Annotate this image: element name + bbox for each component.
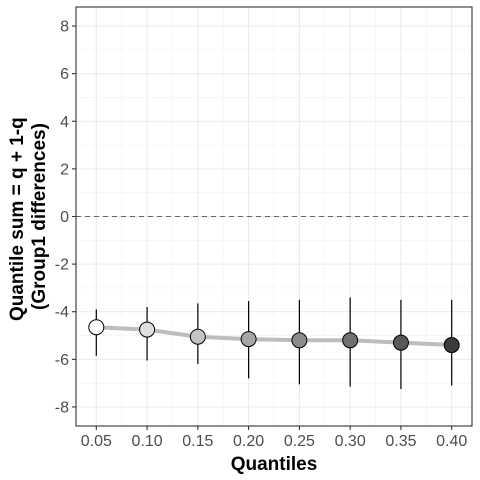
x-tick-label: 0.05 xyxy=(81,433,112,450)
x-tick-label: 0.30 xyxy=(335,433,366,450)
data-point xyxy=(392,334,409,351)
y-tick-label: 0 xyxy=(60,209,69,226)
data-point xyxy=(240,331,257,348)
x-tick-label: 0.25 xyxy=(284,433,315,450)
y-tick-label: -2 xyxy=(55,257,69,274)
data-point xyxy=(88,319,105,336)
x-axis-ticks: 0.05 0.10 0.15 0.20 0.25 0.30 0.35 0.40 xyxy=(81,426,467,450)
x-tick-label: 0.20 xyxy=(233,433,264,450)
x-tick-label: 0.40 xyxy=(436,433,467,450)
data-point xyxy=(342,332,359,349)
y-axis-title-line-2: (Group1 differences) xyxy=(29,123,50,310)
data-point xyxy=(189,328,206,345)
x-tick-label: 0.10 xyxy=(132,433,163,450)
series-line xyxy=(96,325,452,348)
y-tick-label: 4 xyxy=(60,114,69,131)
x-tick-label: 0.15 xyxy=(182,433,213,450)
y-axis-title-line-1: Quantile sum = q + 1-q xyxy=(7,117,28,321)
y-tick-label: -8 xyxy=(55,399,69,416)
x-axis-title: Quantiles xyxy=(231,454,318,475)
series-trend-line xyxy=(96,325,452,348)
y-tick-label: 6 xyxy=(60,66,69,83)
y-tick-label: -6 xyxy=(55,352,69,369)
y-axis-ticks: 8 6 4 2 0 -2 -4 -6 -8 xyxy=(55,19,76,416)
x-tick-label: 0.35 xyxy=(385,433,416,450)
data-point xyxy=(443,337,460,354)
y-axis-title: Quantile sum = q + 1-q (Group1 differenc… xyxy=(7,112,50,321)
y-tick-label: 8 xyxy=(60,19,69,36)
y-tick-label: -4 xyxy=(55,304,69,321)
data-point xyxy=(291,332,308,349)
data-point xyxy=(139,321,156,338)
y-tick-label: 2 xyxy=(60,161,69,178)
data-points xyxy=(88,319,460,354)
